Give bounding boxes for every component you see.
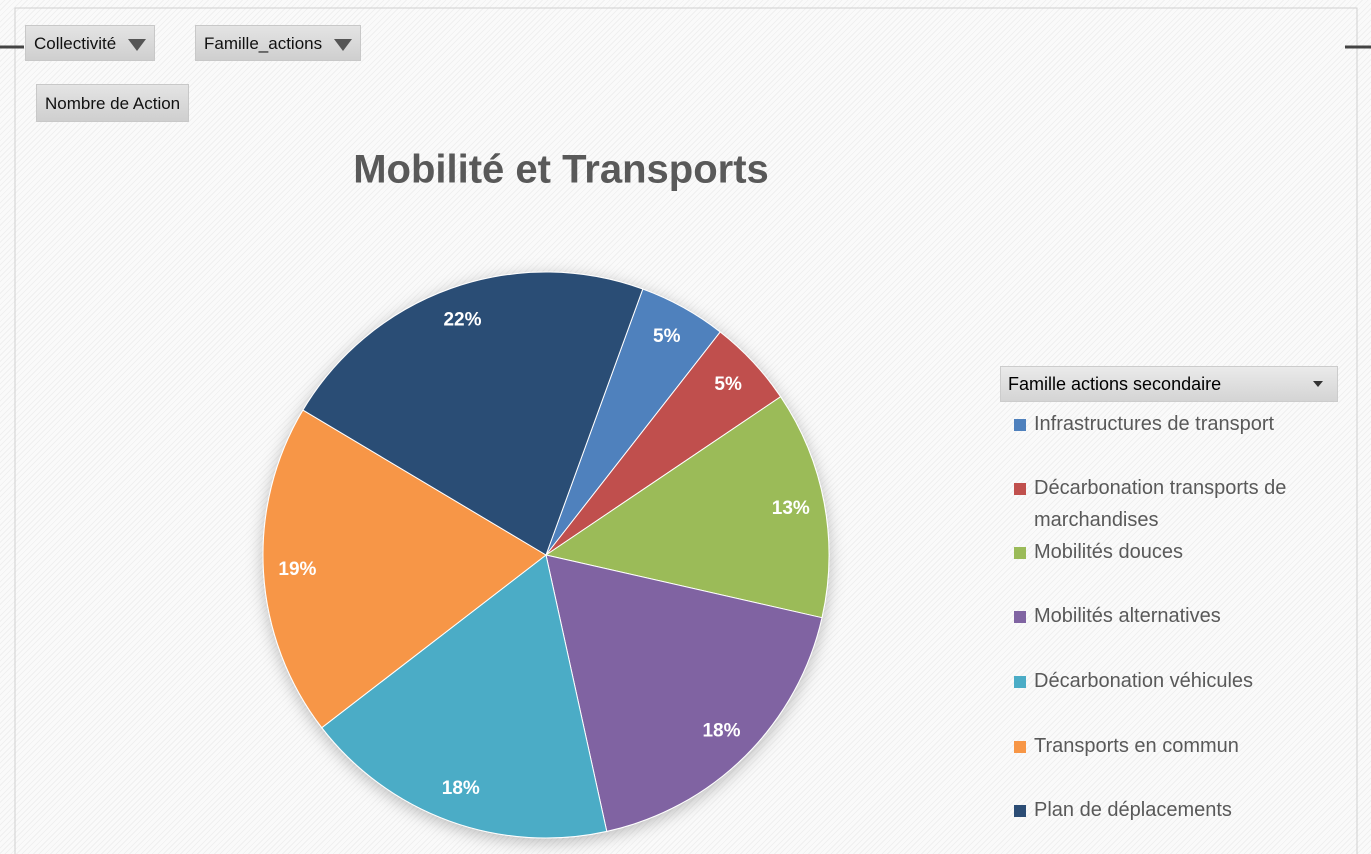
- legend-label: Mobilités douces: [1034, 541, 1183, 563]
- legend-label: Décarbonation transports de marchandises: [1034, 477, 1287, 531]
- legend-item[interactable]: Mobilités alternatives: [1014, 600, 1344, 632]
- pie-slice: [544, 396, 830, 619]
- pie: [262, 271, 830, 839]
- legend-item[interactable]: Transports en commun: [1014, 730, 1344, 762]
- legend-swatch: [1014, 419, 1026, 431]
- data-label: 13%: [772, 498, 810, 519]
- legend-item[interactable]: Infrastructures de transport: [1014, 408, 1344, 440]
- data-label: 5%: [653, 326, 681, 347]
- pie-slice: [321, 554, 608, 839]
- legend-label: Décarbonation véhicules: [1034, 670, 1254, 692]
- legend: Famille actions secondaire Infrastructur…: [1000, 366, 1338, 821]
- legend-swatch: [1014, 611, 1026, 623]
- legend-item[interactable]: Décarbonation transports de marchandises: [1014, 472, 1344, 536]
- legend-swatch: [1014, 741, 1026, 753]
- legend-label: Transports en commun: [1034, 735, 1239, 757]
- legend-swatch: [1014, 805, 1026, 817]
- legend-label: Infrastructures de transport: [1034, 413, 1275, 435]
- data-label: 18%: [702, 721, 740, 742]
- legend-swatch: [1014, 676, 1026, 688]
- value-field-button[interactable]: Nombre de Action: [36, 84, 190, 122]
- filter-icon: [128, 38, 147, 51]
- filter-label: Collectivité: [34, 34, 117, 53]
- legend-swatch: [1014, 483, 1026, 495]
- legend-item[interactable]: Mobilités douces: [1014, 536, 1344, 568]
- legend-label: Plan de déplacements: [1034, 799, 1232, 821]
- legend-swatch: [1014, 547, 1026, 559]
- pie-slice: [302, 271, 644, 556]
- data-label: 18%: [442, 778, 480, 799]
- data-label: 19%: [278, 559, 316, 580]
- filter-icon: [334, 38, 353, 51]
- legend-title[interactable]: Famille actions secondaire: [1000, 366, 1338, 402]
- chart-title: Mobilité et Transports: [353, 148, 769, 192]
- data-label: 22%: [443, 309, 481, 330]
- pie-slice: [545, 554, 823, 832]
- pie-slice: [262, 409, 547, 729]
- data-label: 5%: [714, 374, 742, 395]
- filter-button[interactable]: Collectivité: [25, 25, 156, 61]
- legend-label: Mobilités alternatives: [1034, 605, 1221, 627]
- legend-item[interactable]: Plan de déplacements: [1014, 794, 1344, 826]
- filter-label: Famille_actions: [204, 34, 323, 53]
- chart-border: [14, 7, 1358, 854]
- filter-button[interactable]: Famille_actions: [195, 25, 362, 61]
- legend-item[interactable]: Décarbonation véhicules: [1014, 665, 1344, 697]
